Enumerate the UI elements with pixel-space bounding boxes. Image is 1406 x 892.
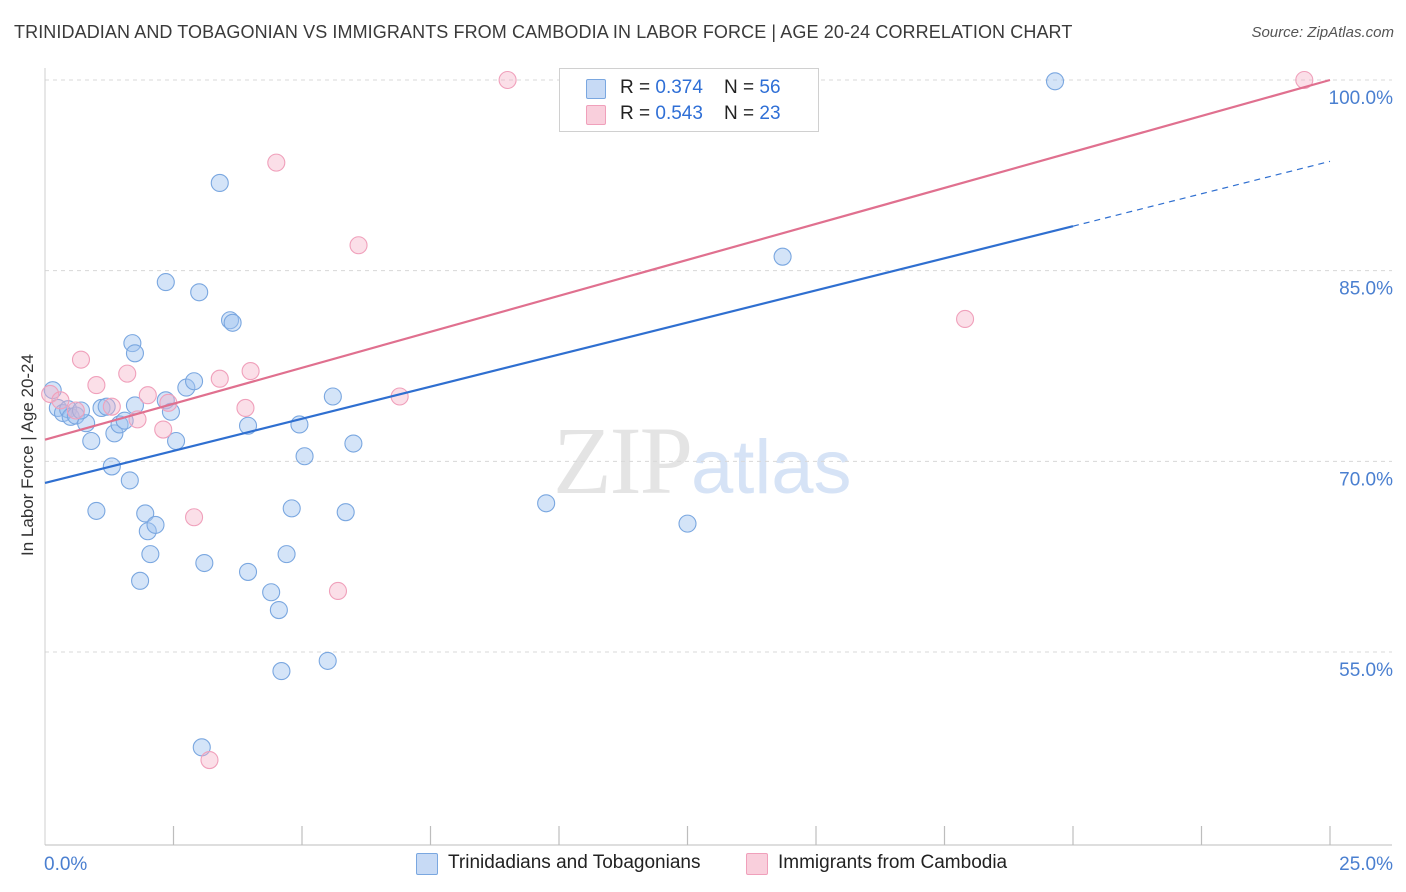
correlation-legend: R = 0.374 N = 56 R = 0.543 N = 23: [559, 68, 819, 132]
x-tick-label: 25.0%: [1339, 854, 1393, 875]
point-trinidadian: [678, 514, 697, 533]
point-trinidadian: [195, 553, 214, 573]
point-trinidadian: [537, 494, 556, 513]
point-trinidadian: [262, 583, 281, 602]
point-trinidadian: [238, 416, 258, 435]
point-trinidadian: [336, 503, 355, 522]
point-cambodia: [71, 350, 91, 369]
point-trinidadian: [87, 501, 106, 520]
point-cambodia: [956, 309, 975, 329]
point-cambodia: [349, 236, 368, 255]
axes: [44, 68, 1392, 846]
point-trinidadian: [269, 601, 288, 620]
legend-series-label: Trinidadians and Tobagonians: [448, 852, 701, 873]
legend-r-label: R =: [620, 103, 656, 124]
point-trinidadian: [120, 471, 139, 490]
point-cambodia: [241, 362, 260, 381]
point-trinidadian: [277, 545, 296, 564]
point-trinidadian: [185, 372, 204, 391]
point-trinidadian: [295, 447, 314, 466]
watermark: ZIPatlas: [553, 405, 852, 516]
point-cambodia: [267, 153, 286, 172]
watermark-atlas: atlas: [691, 425, 852, 510]
point-trinidadian: [105, 424, 124, 443]
point-cambodia: [185, 508, 204, 527]
point-cambodia: [200, 750, 219, 770]
point-trinidadian: [344, 434, 363, 453]
point-cambodia: [41, 384, 60, 404]
point-trinidadian: [131, 571, 150, 590]
legend-n-value: 56: [759, 77, 781, 98]
legend-n-value: 23: [759, 103, 781, 124]
point-trinidadian: [156, 273, 175, 292]
legend-r-value: 0.374: [655, 77, 703, 98]
point-cambodia: [236, 398, 255, 417]
y-tick-label: 100.0%: [1329, 88, 1394, 109]
trend-line-cambodia: [44, 78, 1331, 441]
point-cambodia: [154, 420, 173, 439]
point-trinidadian: [190, 283, 209, 302]
point-trinidadian: [97, 397, 116, 416]
point-cambodia: [1295, 70, 1314, 90]
legend-n-label: N =: [724, 77, 760, 98]
point-cambodia: [102, 397, 121, 416]
point-trinidadian: [318, 651, 337, 670]
point-trinidadian: [1045, 72, 1065, 91]
chart-source: Source: ZipAtlas.com: [1251, 24, 1394, 41]
point-trinidadian: [773, 247, 792, 266]
point-cambodia: [118, 364, 137, 383]
legend-swatch-pink: [746, 853, 768, 875]
point-trinidadian: [141, 545, 160, 564]
chart-title: TRINIDADIAN AND TOBAGONIAN VS IMMIGRANTS…: [14, 22, 1073, 42]
y-tick-label: 70.0%: [1339, 469, 1393, 490]
point-trinidadian: [238, 562, 258, 581]
point-trinidadian: [125, 344, 144, 363]
legend-swatch-blue: [586, 79, 606, 99]
legend-r-label: R =: [620, 77, 656, 98]
point-trinidadian: [136, 504, 155, 523]
legend-series-label: Immigrants from Cambodia: [778, 852, 1008, 873]
point-trinidadian: [66, 406, 85, 425]
point-cambodia: [66, 401, 85, 420]
trend-lines: [44, 78, 1331, 485]
point-trinidadian: [210, 173, 229, 193]
point-cambodia: [328, 581, 348, 601]
point-trinidadian: [146, 515, 165, 534]
point-trinidadian: [272, 662, 291, 681]
legend-text: R = 0.374 N = 56: [620, 77, 781, 99]
axis-labels: 55.0% 70.0% 85.0% 100.0% 0.0% 25.0% In Labor F…: [18, 88, 1393, 875]
legend-text: R = 0.543 N = 23: [620, 103, 781, 125]
point-trinidadian: [282, 499, 301, 518]
trend-line-trinidadian: [44, 225, 1074, 485]
point-cambodia: [87, 376, 106, 395]
point-trinidadian: [220, 311, 240, 330]
legend-swatch-pink: [586, 105, 606, 125]
point-cambodia: [138, 386, 157, 405]
point-cambodia: [51, 391, 70, 410]
y-tick-label: 85.0%: [1339, 279, 1393, 300]
x-tick-label: 0.0%: [44, 854, 87, 875]
point-trinidadian: [223, 313, 242, 332]
watermark-zip: ZIP: [553, 407, 693, 514]
point-cambodia: [498, 70, 517, 90]
data-points: [41, 70, 1314, 770]
trend-line-trinidadian-extension: [1072, 160, 1331, 227]
y-axis-title: In Labor Force | Age 20-24: [18, 354, 37, 556]
point-trinidadian: [323, 387, 342, 406]
point-trinidadian: [71, 401, 91, 420]
legend-n-label: N =: [724, 103, 760, 124]
legend-r-value: 0.543: [655, 103, 703, 124]
point-cambodia: [210, 369, 229, 388]
y-tick-label: 55.0%: [1339, 660, 1393, 681]
legend-swatch-blue: [416, 853, 438, 875]
point-trinidadian: [82, 431, 101, 451]
